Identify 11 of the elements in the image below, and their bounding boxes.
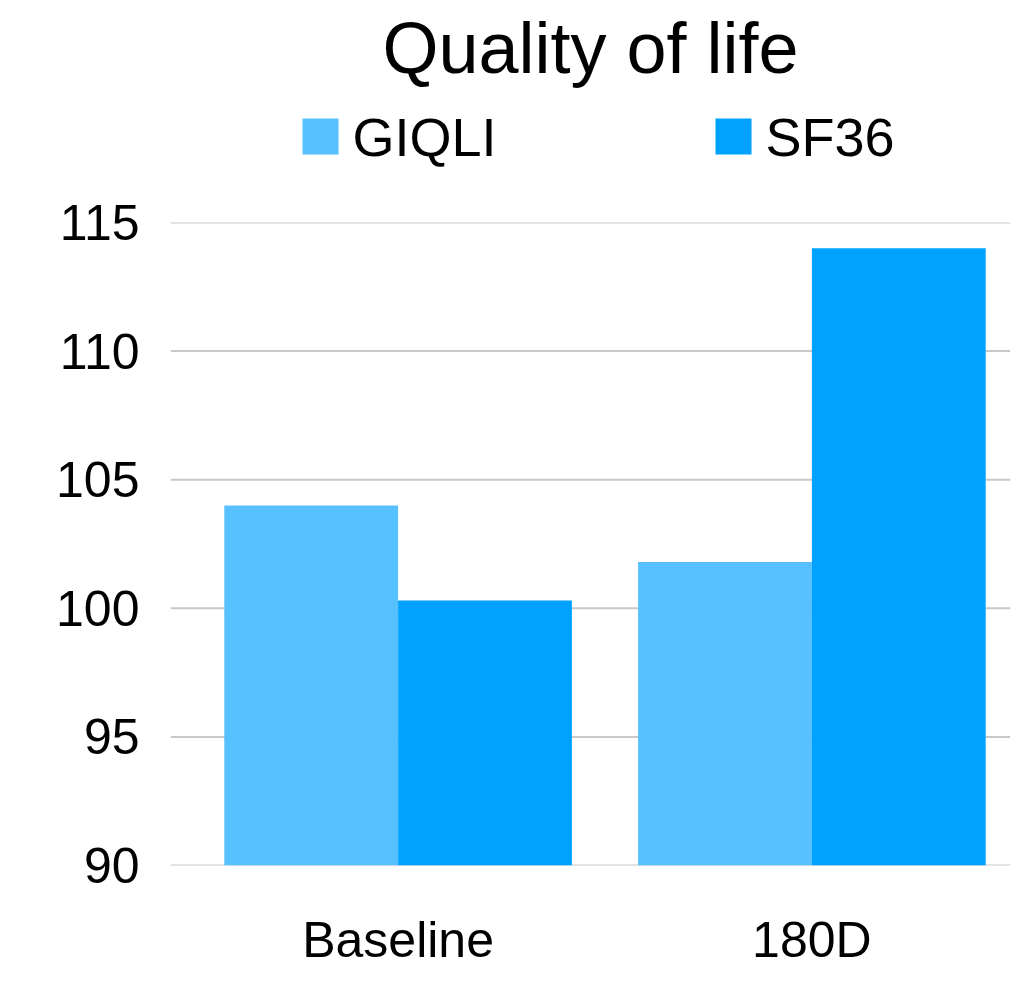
y-tick-label: 110 [59, 323, 140, 380]
x-tick-label: 180D [752, 911, 872, 968]
chart-title: Quality of life [382, 7, 799, 88]
y-tick-label: 95 [83, 709, 140, 766]
legend-label: GIQLI [352, 106, 497, 167]
legend-label: SF36 [765, 106, 895, 167]
y-tick-label: 115 [59, 195, 140, 251]
x-tick-label: Baseline [302, 911, 494, 968]
y-tick-label: 90 [83, 838, 140, 894]
y-tick-label: 105 [56, 452, 140, 509]
y-tick-label: 100 [56, 580, 140, 637]
